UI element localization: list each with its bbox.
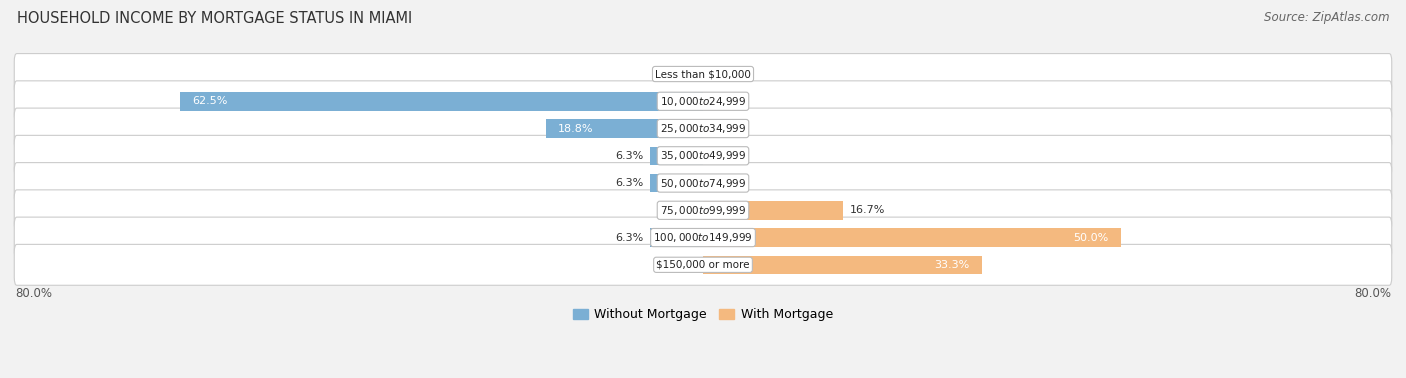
Text: 0.0%: 0.0% bbox=[716, 178, 744, 188]
Text: $10,000 to $24,999: $10,000 to $24,999 bbox=[659, 95, 747, 108]
Text: 0.0%: 0.0% bbox=[716, 96, 744, 106]
FancyBboxPatch shape bbox=[14, 245, 1392, 285]
Text: 6.3%: 6.3% bbox=[616, 232, 644, 243]
Text: Less than $10,000: Less than $10,000 bbox=[655, 69, 751, 79]
Bar bbox=[546, 119, 703, 138]
FancyBboxPatch shape bbox=[14, 108, 1392, 149]
Text: 62.5%: 62.5% bbox=[193, 96, 228, 106]
Bar bbox=[651, 147, 703, 165]
Text: $25,000 to $34,999: $25,000 to $34,999 bbox=[659, 122, 747, 135]
Bar bbox=[651, 228, 703, 247]
Text: 18.8%: 18.8% bbox=[558, 124, 593, 133]
Text: $50,000 to $74,999: $50,000 to $74,999 bbox=[659, 177, 747, 189]
Bar bbox=[180, 92, 703, 110]
Text: $100,000 to $149,999: $100,000 to $149,999 bbox=[654, 231, 752, 244]
Text: $75,000 to $99,999: $75,000 to $99,999 bbox=[659, 204, 747, 217]
Text: 16.7%: 16.7% bbox=[849, 205, 884, 215]
Text: $150,000 or more: $150,000 or more bbox=[657, 260, 749, 270]
FancyBboxPatch shape bbox=[14, 163, 1392, 203]
FancyBboxPatch shape bbox=[14, 135, 1392, 176]
Text: 0.0%: 0.0% bbox=[662, 260, 690, 270]
Text: $35,000 to $49,999: $35,000 to $49,999 bbox=[659, 149, 747, 162]
FancyBboxPatch shape bbox=[14, 217, 1392, 258]
FancyBboxPatch shape bbox=[14, 81, 1392, 122]
Text: 0.0%: 0.0% bbox=[662, 69, 690, 79]
Bar bbox=[703, 256, 981, 274]
Text: 0.0%: 0.0% bbox=[716, 151, 744, 161]
Text: 0.0%: 0.0% bbox=[662, 205, 690, 215]
FancyBboxPatch shape bbox=[14, 190, 1392, 231]
Bar bbox=[651, 174, 703, 192]
Bar bbox=[703, 201, 842, 220]
Text: 6.3%: 6.3% bbox=[616, 178, 644, 188]
FancyBboxPatch shape bbox=[14, 54, 1392, 94]
Text: Source: ZipAtlas.com: Source: ZipAtlas.com bbox=[1264, 11, 1389, 24]
Text: 33.3%: 33.3% bbox=[934, 260, 969, 270]
Text: 50.0%: 50.0% bbox=[1074, 232, 1109, 243]
Text: HOUSEHOLD INCOME BY MORTGAGE STATUS IN MIAMI: HOUSEHOLD INCOME BY MORTGAGE STATUS IN M… bbox=[17, 11, 412, 26]
Text: 6.3%: 6.3% bbox=[616, 151, 644, 161]
Text: 0.0%: 0.0% bbox=[716, 124, 744, 133]
Bar bbox=[703, 228, 1122, 247]
Legend: Without Mortgage, With Mortgage: Without Mortgage, With Mortgage bbox=[568, 303, 838, 326]
Text: 0.0%: 0.0% bbox=[716, 69, 744, 79]
